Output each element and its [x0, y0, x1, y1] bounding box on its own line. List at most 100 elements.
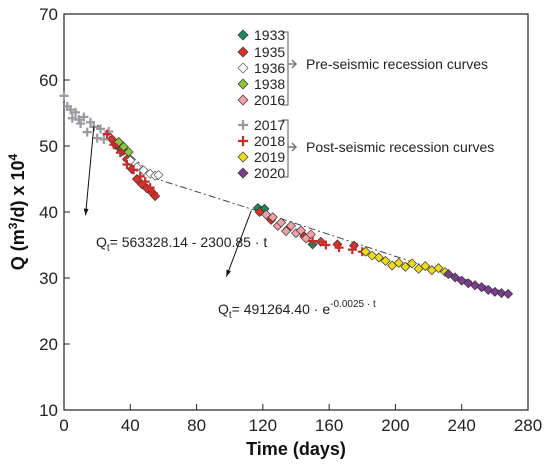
- y-tick-label: 30: [39, 269, 58, 288]
- data-point: [286, 220, 297, 231]
- series-2018: [102, 129, 367, 257]
- data-point: [360, 246, 371, 257]
- data-point: [148, 189, 158, 199]
- legend-marker-2018: [238, 136, 248, 146]
- data-point: [99, 134, 109, 144]
- annotations: Qt= 563328.14 - 2300.85 · t Qt= 491264.4…: [83, 126, 376, 321]
- x-tick-label: 200: [381, 416, 409, 435]
- data-point: [123, 146, 134, 157]
- data-point: [295, 225, 306, 236]
- data-point: [109, 140, 119, 150]
- x-tick-label: 80: [187, 416, 206, 435]
- x-tick-label: 160: [315, 416, 343, 435]
- data-point: [115, 148, 125, 158]
- series-2020: [443, 269, 514, 299]
- plot-area: [63, 13, 529, 411]
- legend: Pre-seismic recession curves Post-seismi…: [237, 27, 494, 181]
- data-point: [254, 207, 265, 217]
- legend-marker-1935: [237, 46, 249, 58]
- data-point: [82, 127, 92, 137]
- series-1936: [125, 155, 164, 181]
- data-point: [380, 255, 391, 266]
- data-point: [463, 278, 474, 289]
- data-point: [321, 240, 331, 250]
- data-point: [71, 107, 81, 117]
- y-tick-label: 40: [39, 203, 58, 222]
- data-point: [118, 141, 129, 152]
- data-point: [420, 261, 431, 272]
- data-point: [347, 245, 357, 255]
- data-point: [496, 288, 507, 299]
- legend-bracket-post: [282, 119, 289, 178]
- data-point: [95, 124, 105, 134]
- equation-exponential: Qt= 491264.40 · e-0.0025 · t: [218, 299, 376, 321]
- series-2017: [59, 91, 114, 144]
- plot-border: [63, 13, 529, 411]
- data-point: [483, 284, 494, 295]
- x-axis-title: Time (days): [246, 439, 346, 459]
- y-axis-title: Q (m3/d) x 104: [6, 153, 28, 270]
- data-point: [334, 243, 344, 253]
- y-tick-label: 10: [39, 401, 58, 420]
- legend-marker-1933: [237, 29, 249, 41]
- data-point: [79, 112, 89, 122]
- data-point: [308, 236, 318, 246]
- x-tick-label: 120: [249, 416, 277, 435]
- legend-arrow-post: [288, 142, 298, 152]
- data-point: [76, 119, 86, 129]
- legend-label-1933: 1933: [254, 27, 285, 43]
- legend-label-2019: 2019: [254, 149, 285, 165]
- legend-marker-2019: [237, 151, 249, 163]
- legend-label-2016: 2016: [254, 92, 285, 108]
- legend-marker-2017: [238, 120, 248, 130]
- data-point: [443, 269, 454, 280]
- data-point: [489, 286, 500, 297]
- data-point: [145, 183, 155, 193]
- data-point: [59, 91, 69, 101]
- data-point: [373, 252, 384, 263]
- data-point: [67, 113, 77, 123]
- data-point: [129, 165, 139, 175]
- data-points: [59, 91, 514, 299]
- legend-marker-2016: [237, 94, 249, 106]
- y-tick-label: 60: [39, 71, 58, 90]
- annotation-arrow: [225, 210, 252, 277]
- legend-arrow-pre: [288, 59, 298, 69]
- y-tick-label: 50: [39, 137, 58, 156]
- legend-marker-1938: [237, 78, 249, 90]
- x-tick-label: 240: [448, 416, 476, 435]
- annotation-arrow: [85, 126, 95, 216]
- y-tick-label: 70: [39, 5, 58, 24]
- data-point: [267, 212, 278, 223]
- legend-group-label-pre: Pre-seismic recession curves: [306, 56, 488, 72]
- data-point: [135, 171, 145, 181]
- x-tick-label: 40: [121, 416, 140, 435]
- data-point: [400, 261, 411, 272]
- data-point: [66, 105, 76, 115]
- legend-label-2017: 2017: [254, 117, 285, 133]
- y-tick-label: 20: [39, 335, 58, 354]
- axis-ticks: 0 40 80 120 160 200 240 280 10 20 30 40 50 60 70: [39, 5, 542, 435]
- data-point: [407, 258, 417, 269]
- legend-label-2018: 2018: [254, 133, 285, 149]
- data-point: [92, 133, 102, 143]
- data-point: [122, 159, 132, 169]
- annotation-arrowhead: [226, 269, 231, 277]
- x-tick-label: 0: [59, 416, 68, 435]
- legend-bracket-pre: [282, 31, 289, 106]
- legend-label-1938: 1938: [254, 76, 285, 92]
- equation-linear: Qt= 563328.14 - 2300.85 · t: [96, 234, 267, 254]
- data-point: [450, 272, 461, 283]
- legend-label-1935: 1935: [254, 44, 285, 60]
- data-point: [433, 263, 444, 274]
- legend-marker-2020: [237, 167, 249, 179]
- legend-marker-1936: [237, 62, 249, 74]
- x-tick-label: 280: [514, 416, 542, 435]
- legend-label-2020: 2020: [254, 165, 285, 181]
- legend-label-1936: 1936: [254, 60, 285, 76]
- data-point: [86, 117, 96, 127]
- data-point: [153, 170, 164, 181]
- legend-group-label-post: Post-seismic recession curves: [306, 139, 494, 155]
- series-2016: [261, 209, 316, 244]
- data-point: [140, 177, 150, 187]
